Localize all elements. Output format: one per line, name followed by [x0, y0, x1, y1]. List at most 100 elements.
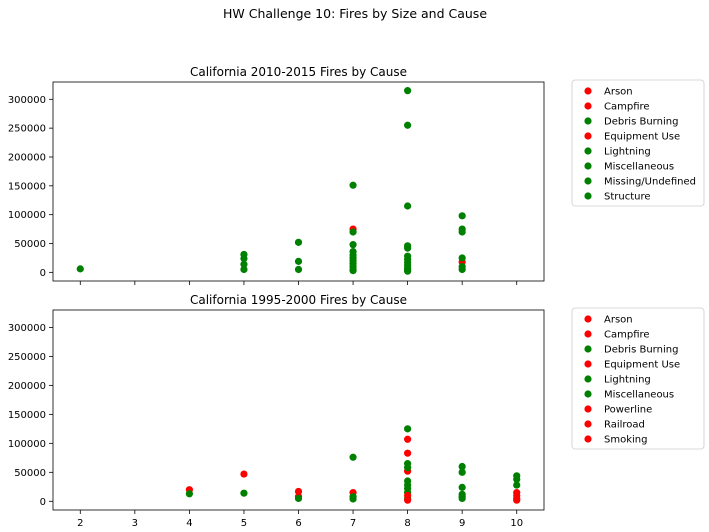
data-point: [513, 475, 521, 483]
data-point: [76, 265, 84, 273]
legend-label: Smoking: [604, 435, 647, 446]
data-point: [404, 202, 412, 210]
data-point: [513, 481, 521, 489]
plot-area: [52, 309, 545, 511]
y-tick-label: 100000: [8, 210, 46, 221]
data-point: [404, 87, 412, 95]
plot-area: [52, 81, 545, 282]
data-point: [294, 494, 303, 503]
subplot-2: California 1995-2000 Fires by Cause 0 5000…: [8, 293, 705, 529]
x-tick-label: 10: [510, 518, 523, 529]
data-point: [349, 453, 357, 461]
legend-label: Miscellaneous: [604, 162, 674, 173]
data-point: [513, 496, 521, 504]
subplot-title: California 1995-2000 Fires by Cause: [190, 293, 407, 307]
data-point: [240, 470, 248, 478]
y-tick-label: 300000: [8, 95, 46, 106]
legend-label: Campfire: [604, 102, 650, 113]
data-point: [404, 121, 412, 129]
legend-label: Arson: [604, 315, 633, 326]
data-point: [240, 265, 248, 274]
legend-label: Structure: [604, 192, 651, 203]
legend-marker: [584, 117, 592, 125]
x-tick-label: 7: [350, 518, 356, 529]
subplot-1: California 2010-2015 Fires by Cause 0 5000…: [8, 65, 705, 285]
legend-marker: [584, 390, 592, 398]
legend-box: [571, 79, 705, 207]
data-point: [240, 489, 248, 497]
data-point: [404, 267, 412, 275]
x-tick-label: 5: [241, 518, 247, 529]
plots: California 2010-2015 Fires by Cause 0 5000…: [8, 65, 705, 529]
legend-marker: [584, 177, 592, 185]
data-point: [458, 494, 466, 503]
x-tick-label: 3: [132, 518, 138, 529]
y-tick-label: 200000: [8, 152, 46, 163]
x-tick-label: 8: [404, 518, 410, 529]
y-tick-label: 100000: [8, 439, 46, 450]
data-point: [349, 241, 357, 249]
legend-label: Missing/Undefined: [604, 177, 696, 188]
y-tick-label: 200000: [8, 381, 46, 392]
data-point: [404, 244, 412, 252]
legend-label: Lightning: [604, 147, 651, 158]
subplot-title: California 2010-2015 Fires by Cause: [190, 65, 407, 79]
legend-marker: [584, 147, 592, 155]
legend-label: Equipment Use: [604, 132, 680, 143]
legend-label: Miscellaneous: [604, 390, 674, 401]
y-tick-label: 0: [40, 268, 46, 279]
y-tick-label: 250000: [8, 124, 46, 135]
data-point: [294, 238, 303, 246]
data-point: [240, 260, 248, 268]
legend-label: Arson: [604, 87, 633, 98]
y-tick-label: 150000: [8, 181, 46, 192]
legend-marker: [584, 102, 592, 110]
legend-label: Campfire: [604, 330, 650, 341]
legend-marker: [584, 87, 592, 95]
legend-marker: [584, 435, 592, 443]
y-tick-label: 50000: [14, 468, 46, 479]
data-point: [458, 483, 466, 491]
data-point: [294, 265, 303, 274]
data-point: [458, 265, 466, 274]
legend-marker: [584, 420, 592, 428]
legend-label: Powerline: [604, 405, 652, 416]
legend-marker: [584, 162, 592, 170]
y-tick-label: 50000: [14, 239, 46, 250]
y-tick-label: 250000: [8, 352, 46, 363]
x-tick-label: 2: [77, 518, 83, 529]
x-tick-label: 6: [295, 518, 301, 529]
legend-marker: [584, 132, 592, 140]
legend-label: Debris Burning: [604, 117, 678, 128]
data-point: [513, 489, 521, 497]
legend-marker: [584, 192, 592, 200]
data-point: [294, 257, 303, 265]
data-point: [404, 435, 412, 443]
data-point: [185, 490, 193, 498]
data-point: [240, 254, 248, 263]
scatter-points: [185, 425, 521, 504]
data-point: [349, 495, 357, 503]
scatter-points: [76, 87, 466, 275]
legend-label: Equipment Use: [604, 360, 680, 371]
x-tick-label: 9: [459, 518, 465, 529]
y-tick-label: 150000: [8, 410, 46, 421]
data-point: [458, 462, 466, 471]
y-tick-label: 300000: [8, 323, 46, 334]
data-point: [349, 265, 357, 274]
legend-marker: [584, 315, 592, 323]
x-tick-label: 4: [186, 518, 192, 529]
data-point: [404, 496, 412, 504]
data-point: [349, 228, 357, 236]
data-point: [404, 425, 412, 433]
data-point: [294, 487, 303, 496]
legend-marker: [584, 345, 592, 353]
legend-marker: [584, 330, 592, 338]
legend-marker: [584, 375, 592, 383]
y-tick-label: 0: [40, 497, 46, 508]
legend: Arson Campfire Debris Burning Equipment Use…: [571, 307, 705, 450]
data-point: [458, 212, 466, 220]
figure-suptitle: HW Challenge 10: Fires by Size and Cause: [223, 6, 487, 21]
legend-marker: [584, 405, 592, 413]
